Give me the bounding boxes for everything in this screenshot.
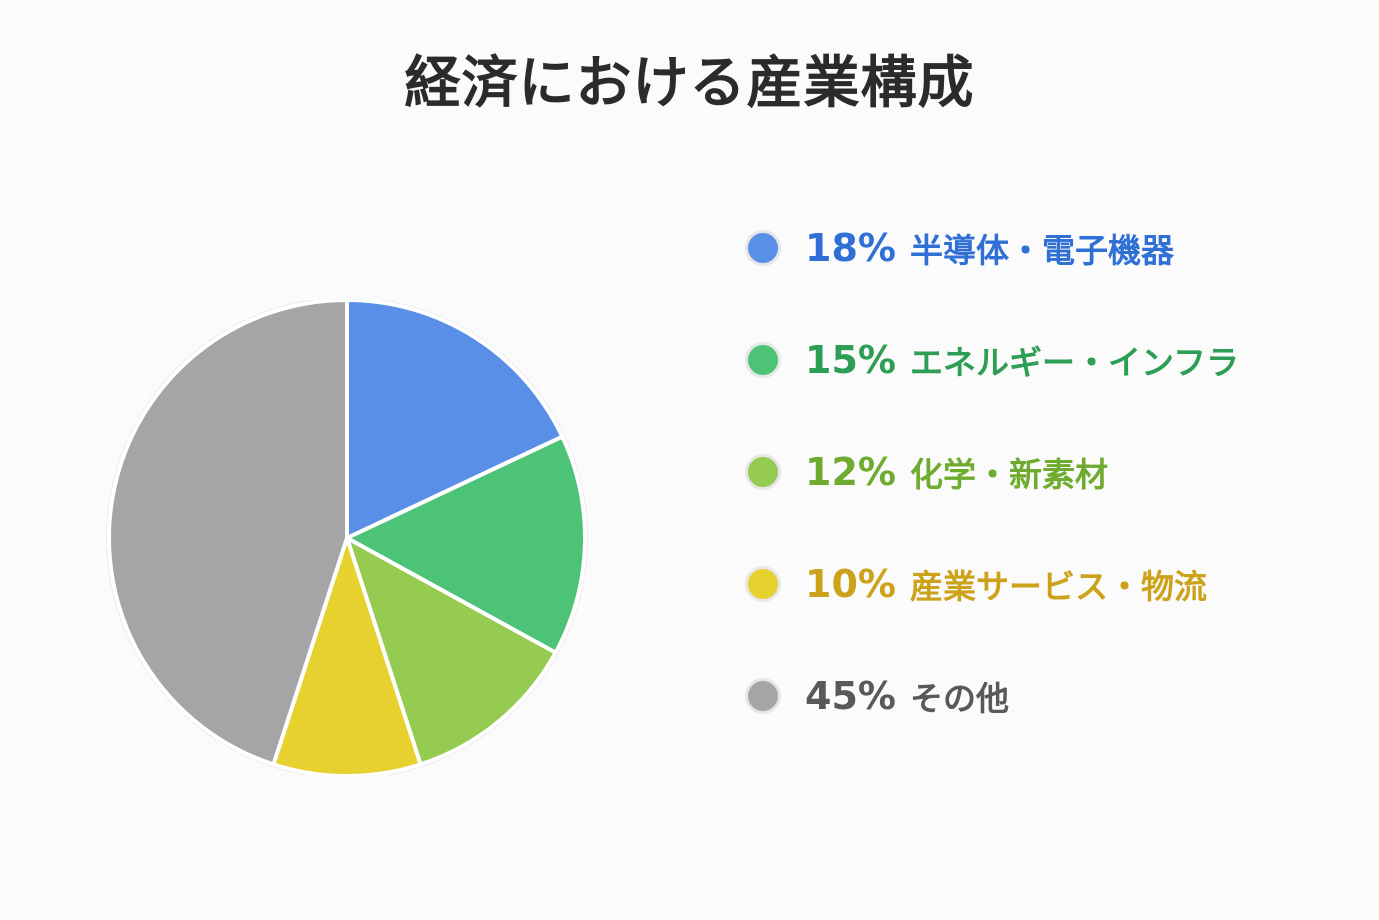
legend-swatch <box>745 678 781 714</box>
legend-percent: 15% <box>805 338 896 382</box>
legend-percent: 12% <box>805 450 896 494</box>
legend-swatch <box>745 566 781 602</box>
legend-swatch <box>745 454 781 490</box>
legend-item: 10% 産業サービス・物流 <box>745 554 1207 614</box>
legend-swatch <box>745 342 781 378</box>
chart-title: 経済における産業構成 <box>404 51 975 116</box>
pie-slice-5 <box>107 298 349 767</box>
legend-item: 12% 化学・新素材 <box>745 442 1108 502</box>
legend-label: 化学・新素材 <box>909 455 1108 494</box>
pie-chart <box>100 297 600 779</box>
legend-item: 15% エネルギー・インフラ <box>745 330 1239 390</box>
legend-percent: 45% <box>805 674 896 718</box>
pie-slice-1 <box>345 298 565 540</box>
legend-percent: 10% <box>805 562 896 606</box>
pie-slice-2 <box>345 434 587 655</box>
legend-percent: 18% <box>805 226 896 270</box>
legend-label: 半導体・電子機器 <box>909 231 1174 270</box>
legend-label: エネルギー・インフラ <box>909 343 1239 382</box>
pie-chart-svg <box>106 297 588 779</box>
legend-item: 45% その他 <box>745 666 1009 726</box>
legend-label: 産業サービス・物流 <box>909 567 1207 606</box>
legend-item: 18% 半導体・電子機器 <box>745 218 1174 278</box>
pie-slice-3 <box>345 536 558 767</box>
legend-swatch <box>745 230 781 266</box>
legend-label: その他 <box>909 679 1009 718</box>
